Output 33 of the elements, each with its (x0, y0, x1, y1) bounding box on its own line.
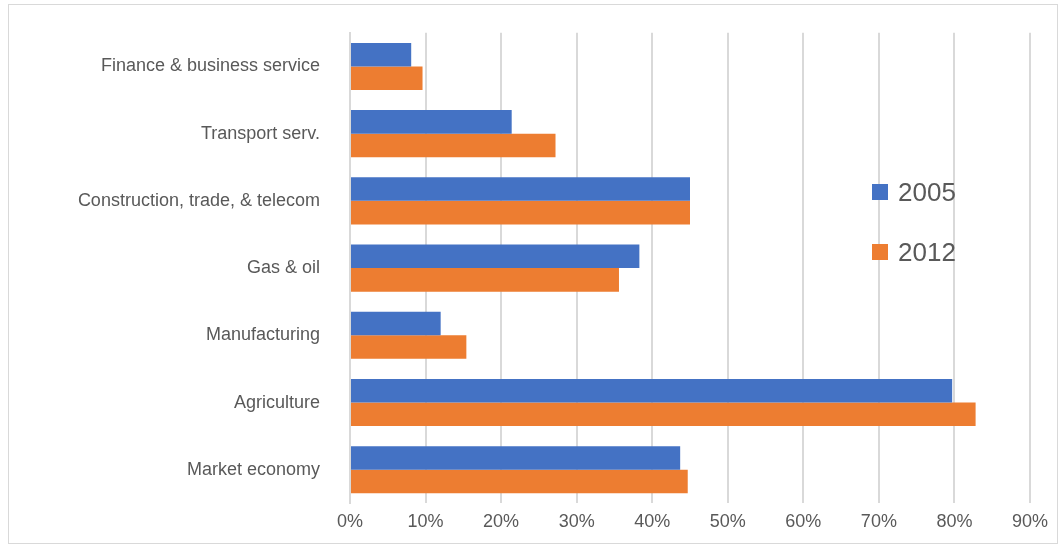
y-tick-label: Construction, trade, & telecom (77, 189, 320, 210)
y-tick-label: Manufacturing (205, 324, 320, 345)
x-tick-label: 90% (1011, 511, 1049, 532)
bar (351, 66, 423, 90)
bar (351, 402, 976, 427)
bar (351, 469, 688, 494)
y-tick-label: Finance & business service (100, 55, 320, 76)
bar (351, 133, 556, 158)
y-tick-label: Agriculture (233, 391, 320, 412)
x-tick-label: 40% (634, 511, 671, 532)
bar (351, 42, 412, 67)
legend-label: 2012 (898, 236, 956, 268)
bar (351, 268, 619, 292)
y-tick-label: Market economy (186, 458, 320, 479)
x-tick-label: 80% (936, 511, 973, 532)
bar (351, 311, 441, 336)
bar (351, 177, 690, 201)
y-tick-label: Gas & oil (246, 257, 320, 278)
bar (351, 335, 467, 359)
x-tick-label: 0% (336, 511, 364, 532)
bar (351, 446, 681, 470)
bar (351, 379, 953, 403)
x-tick-label: 70% (860, 511, 897, 532)
y-tick-label: Transport serv. (200, 122, 320, 143)
bar (351, 200, 690, 225)
bar (351, 110, 512, 134)
x-tick-label: 60% (785, 511, 822, 532)
bar (351, 244, 640, 269)
x-tick-label: 10% (407, 511, 444, 532)
x-tick-label: 30% (558, 511, 595, 532)
x-tick-label: 20% (483, 511, 520, 532)
legend-label: 2005 (898, 176, 956, 208)
x-tick-label: 50% (709, 511, 746, 532)
